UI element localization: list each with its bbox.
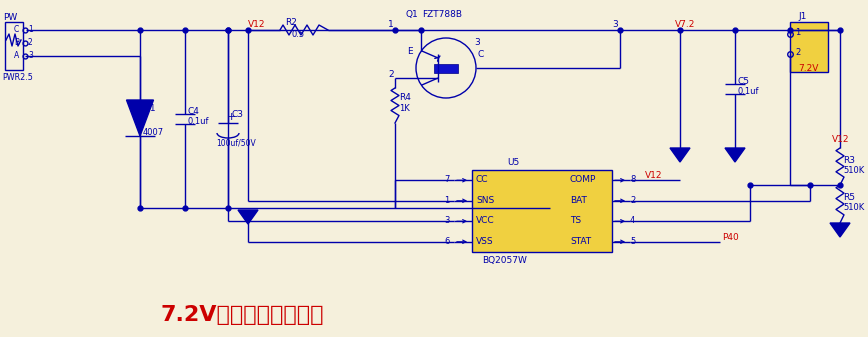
Polygon shape <box>830 223 850 237</box>
Text: V12: V12 <box>832 135 850 144</box>
Text: 0.1uf: 0.1uf <box>188 117 209 126</box>
Text: R3: R3 <box>843 156 855 165</box>
Text: D1: D1 <box>143 104 155 113</box>
Text: C: C <box>478 50 484 59</box>
Text: 1: 1 <box>795 28 800 37</box>
Text: 3: 3 <box>444 216 450 225</box>
Text: C5: C5 <box>738 77 750 86</box>
Polygon shape <box>725 148 745 162</box>
Text: SNS: SNS <box>476 196 494 205</box>
Text: R5: R5 <box>843 193 855 202</box>
Text: V12: V12 <box>248 20 266 29</box>
Text: COMP: COMP <box>570 175 596 184</box>
Text: C4: C4 <box>188 107 200 116</box>
Polygon shape <box>238 210 258 224</box>
Bar <box>434 64 458 73</box>
Text: U5: U5 <box>507 158 519 167</box>
Text: 4: 4 <box>630 216 635 225</box>
Text: V7.2: V7.2 <box>675 20 695 29</box>
Text: STAT: STAT <box>570 237 591 246</box>
Text: 1: 1 <box>28 25 33 34</box>
Text: 2: 2 <box>388 70 393 79</box>
Text: VSS: VSS <box>476 237 494 246</box>
Text: 8: 8 <box>630 175 635 184</box>
Text: TS: TS <box>570 216 581 225</box>
Text: 3: 3 <box>474 38 480 47</box>
Text: 3: 3 <box>612 20 618 29</box>
Text: 0.1uf: 0.1uf <box>738 87 760 96</box>
Text: R2: R2 <box>285 18 297 27</box>
Text: PWR2.5: PWR2.5 <box>2 73 33 82</box>
Text: R4: R4 <box>399 93 411 102</box>
Bar <box>472 170 612 252</box>
Text: 1: 1 <box>388 20 394 29</box>
Text: PW: PW <box>3 13 17 22</box>
Text: 0.5: 0.5 <box>292 30 306 39</box>
Text: E: E <box>407 47 413 56</box>
Polygon shape <box>670 148 690 162</box>
Text: 100uf/50V: 100uf/50V <box>216 138 256 147</box>
Polygon shape <box>127 100 154 136</box>
Text: VCC: VCC <box>476 216 495 225</box>
Text: J1: J1 <box>798 12 806 21</box>
Text: FZT788B: FZT788B <box>422 10 462 19</box>
Bar <box>5 22 23 70</box>
Text: B: B <box>14 38 19 47</box>
Text: 7.2V: 7.2V <box>798 64 819 73</box>
Text: BQ2057W: BQ2057W <box>482 256 527 265</box>
Text: V12: V12 <box>645 171 662 180</box>
Text: 1: 1 <box>444 196 450 205</box>
Text: Q1: Q1 <box>405 10 418 19</box>
Text: 2: 2 <box>630 196 635 205</box>
Text: 7.2V锂电池组充电电路: 7.2V锂电池组充电电路 <box>160 305 324 325</box>
Text: CC: CC <box>476 175 489 184</box>
Text: C: C <box>14 25 19 34</box>
Text: C3: C3 <box>231 110 243 119</box>
Text: 6: 6 <box>444 237 450 246</box>
Text: 5: 5 <box>630 237 635 246</box>
Text: 7: 7 <box>444 175 450 184</box>
Text: 2: 2 <box>795 48 800 57</box>
Bar <box>790 22 828 72</box>
Text: 4007: 4007 <box>143 128 164 137</box>
Text: 2: 2 <box>28 38 33 47</box>
Text: 510K: 510K <box>843 203 865 212</box>
Text: P40: P40 <box>722 233 739 242</box>
Text: +: + <box>227 112 236 122</box>
Text: 1K: 1K <box>399 104 410 113</box>
Text: BAT: BAT <box>570 196 587 205</box>
Text: 510K: 510K <box>843 166 865 175</box>
Text: A: A <box>14 51 19 60</box>
Text: 3: 3 <box>28 51 33 60</box>
